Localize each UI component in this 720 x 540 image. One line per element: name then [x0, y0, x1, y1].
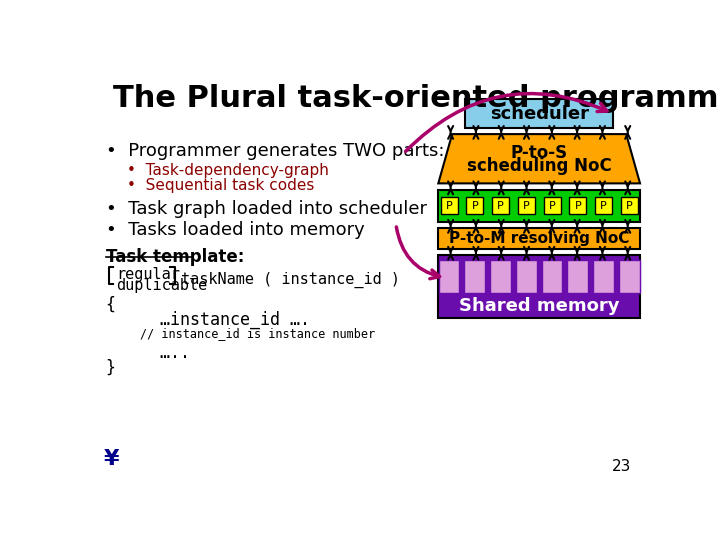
FancyBboxPatch shape [438, 228, 640, 249]
FancyBboxPatch shape [595, 197, 612, 214]
FancyBboxPatch shape [438, 260, 459, 294]
Text: P: P [600, 201, 607, 211]
FancyBboxPatch shape [593, 260, 614, 294]
Text: taskName ( instance_id ): taskName ( instance_id ) [181, 272, 400, 288]
FancyBboxPatch shape [518, 197, 535, 214]
FancyBboxPatch shape [492, 197, 509, 214]
Text: P-to-S: P-to-S [510, 144, 568, 161]
Text: •  Tasks loaded into memory: • Tasks loaded into memory [106, 221, 364, 239]
Text: 23: 23 [611, 460, 631, 475]
FancyBboxPatch shape [516, 260, 536, 294]
Text: •  Task-dependency-graph: • Task-dependency-graph [127, 163, 329, 178]
FancyBboxPatch shape [464, 260, 485, 294]
FancyBboxPatch shape [621, 197, 638, 214]
FancyBboxPatch shape [438, 255, 640, 318]
Text: {: { [106, 296, 116, 314]
FancyBboxPatch shape [438, 190, 640, 222]
Text: P: P [523, 201, 530, 211]
Text: P: P [549, 201, 555, 211]
Text: // instance_id is instance number: // instance_id is instance number [140, 327, 375, 340]
Text: P: P [498, 201, 504, 211]
Text: …instance_id ….: …instance_id …. [140, 311, 310, 329]
Text: P-to-M resolving NoC: P-to-M resolving NoC [449, 231, 629, 246]
FancyBboxPatch shape [465, 99, 613, 128]
Text: P: P [472, 201, 478, 211]
Text: P: P [575, 201, 581, 211]
Text: Task template:: Task template: [106, 248, 244, 266]
Text: regular: regular [117, 267, 180, 281]
FancyBboxPatch shape [619, 260, 639, 294]
FancyBboxPatch shape [541, 260, 562, 294]
Text: •  Task graph loaded into scheduler: • Task graph loaded into scheduler [106, 200, 427, 218]
Text: The Plural task-oriented programming model: The Plural task-oriented programming mod… [113, 84, 720, 113]
FancyBboxPatch shape [567, 260, 588, 294]
Text: duplicable: duplicable [117, 278, 207, 293]
Text: }: } [106, 359, 116, 377]
Polygon shape [438, 134, 640, 184]
Text: •  Programmer generates TWO parts:: • Programmer generates TWO parts: [106, 142, 444, 160]
Text: P: P [446, 201, 452, 211]
FancyBboxPatch shape [467, 197, 483, 214]
Text: scheduling NoC: scheduling NoC [467, 158, 611, 176]
FancyBboxPatch shape [544, 197, 560, 214]
Text: scheduler: scheduler [490, 105, 589, 123]
FancyBboxPatch shape [570, 197, 586, 214]
Text: Shared memory: Shared memory [459, 297, 619, 315]
Text: ¥: ¥ [104, 449, 119, 469]
Text: …..: ….. [140, 343, 190, 362]
FancyBboxPatch shape [490, 260, 511, 294]
FancyBboxPatch shape [441, 197, 457, 214]
Text: •  Sequential task codes: • Sequential task codes [127, 178, 315, 193]
Text: P: P [626, 201, 633, 211]
